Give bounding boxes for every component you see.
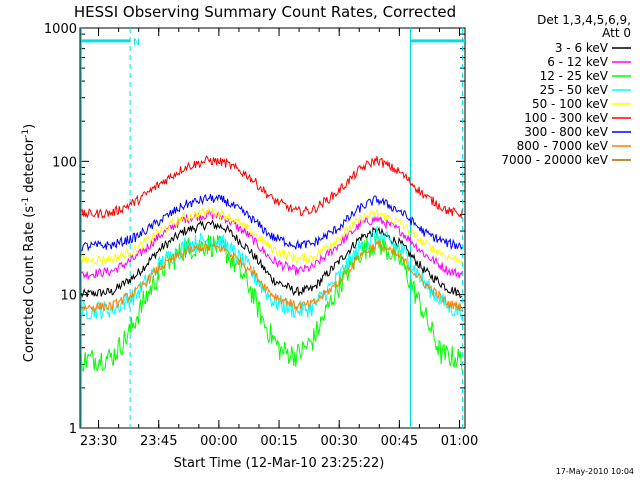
legend-header: Det 1,3,4,5,6,9, [537,13,631,27]
legend-entry-label: 7000 - 20000 keV [501,153,608,167]
series-group [80,155,463,373]
legend-header: Att 0 [602,26,631,40]
series-line-5 [80,155,463,220]
y-tick-label: 1 [69,422,77,437]
x-tick-label: 01:00 [441,434,478,449]
series-line-1 [80,209,463,281]
y-tick-label: 100 [52,155,77,170]
y-axis-label-end: ) [22,124,37,129]
y-axis-label-sup: -1 [21,129,31,138]
chart-annotations: N [80,28,465,428]
x-tick-label: 00:45 [381,434,418,449]
legend-entry-label: 300 - 800 keV [524,125,608,139]
y-axis-label-mid: detector [22,137,37,197]
x-tick-label: 00:30 [320,434,357,449]
series-line-4 [80,207,463,265]
y-tick-label: 1000 [44,22,77,37]
night-marker-label: N [133,38,140,48]
y-axis-label-sup: -1 [21,197,31,206]
x-tick-label: 00:15 [260,434,297,449]
x-tick-label: 23:45 [140,434,177,449]
legend-entry-label: 100 - 300 keV [524,111,608,125]
chart-title: HESSI Observing Summary Count Rates, Cor… [74,3,456,21]
x-axis: 23:30 23:45 00:00 00:15 00:30 00:45 01:00 [80,28,478,449]
x-axis-label: Start Time (12-Mar-10 23:25:22) [174,456,385,471]
y-tick-label: 10 [60,289,77,304]
x-tick-label: 23:30 [80,434,117,449]
series-line-0 [80,219,463,299]
date-stamp: 17-May-2010 10:04 [556,467,634,476]
plot-frame [79,27,466,429]
series-line-3 [80,226,463,321]
legend-entry-label: 3 - 6 keV [555,41,609,55]
legend-entry-label: 800 - 7000 keV [517,139,609,153]
x-tick-label: 00:00 [200,434,237,449]
legend-entry-label: 12 - 25 keV [540,69,609,83]
legend-entry-label: 50 - 100 keV [532,97,609,111]
plot-border [79,27,466,429]
y-axis-label: Corrected Count Rate (s-1 detector-1) [21,124,37,362]
series-line-7 [80,239,463,314]
legend-entry-label: 25 - 50 keV [540,83,609,97]
y-axis-label-part: Corrected Count Rate (s [22,206,37,363]
series-line-6 [81,193,463,252]
legend-entry-label: 6 - 12 keV [547,55,609,69]
